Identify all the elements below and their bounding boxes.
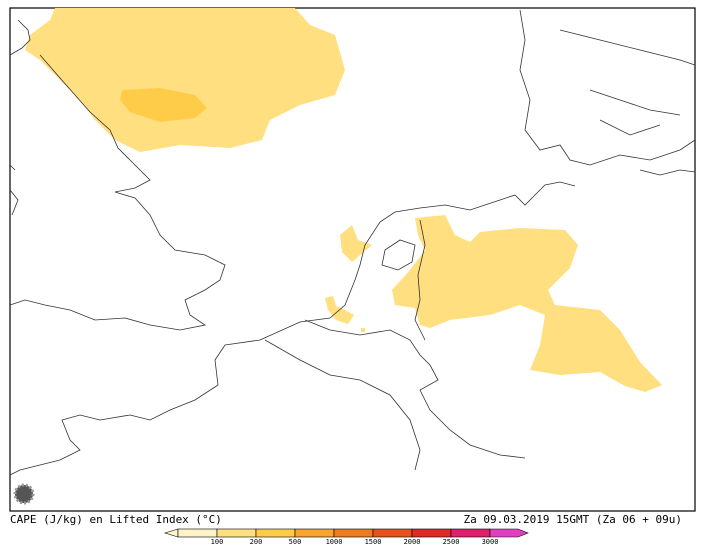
coastline [9,19,226,331]
colorbar-segment [255,528,296,538]
border [414,219,426,341]
footer-left: CAPE (J/kg) en Lifted Index (°C) [10,513,222,526]
cape-area [340,225,372,262]
coastline [519,9,696,166]
colorbar-label: 2000 [404,538,421,546]
coastline [639,169,696,176]
cape-area [25,8,345,152]
coastline [9,344,226,476]
colorbar: 100 200 500 1000 1500 2000 2500 3000 [163,528,529,546]
cape-spot [361,328,365,332]
cape-core [120,88,207,122]
colorbar-segment [294,528,335,538]
coastline [224,181,576,346]
border [264,339,421,471]
colorbar-segment [411,528,452,538]
colorbar-segment [333,528,374,538]
colorbar-label: 1000 [326,538,343,546]
border [304,319,526,459]
colorbar-arrow [163,528,179,538]
colorbar-label: 500 [289,538,302,546]
colorbar-segment [177,528,218,538]
colorbar-label: 3000 [482,538,499,546]
coastline [9,164,19,216]
colorbar-label: 200 [250,538,263,546]
logo [13,483,35,505]
colorbar-segment [450,528,491,538]
colorbar-label: 100 [211,538,224,546]
lake [381,239,416,271]
map [9,7,696,512]
colorbar-arrow [489,528,529,538]
colorbar-label: 2500 [443,538,460,546]
colorbar-label: 1500 [365,538,382,546]
colorbar-segment [372,528,413,538]
colorbar-segment [216,528,257,538]
footer-right: Za 09.03.2019 15GMT (Za 06 + 09u) [463,513,682,526]
cape-area [392,215,662,392]
